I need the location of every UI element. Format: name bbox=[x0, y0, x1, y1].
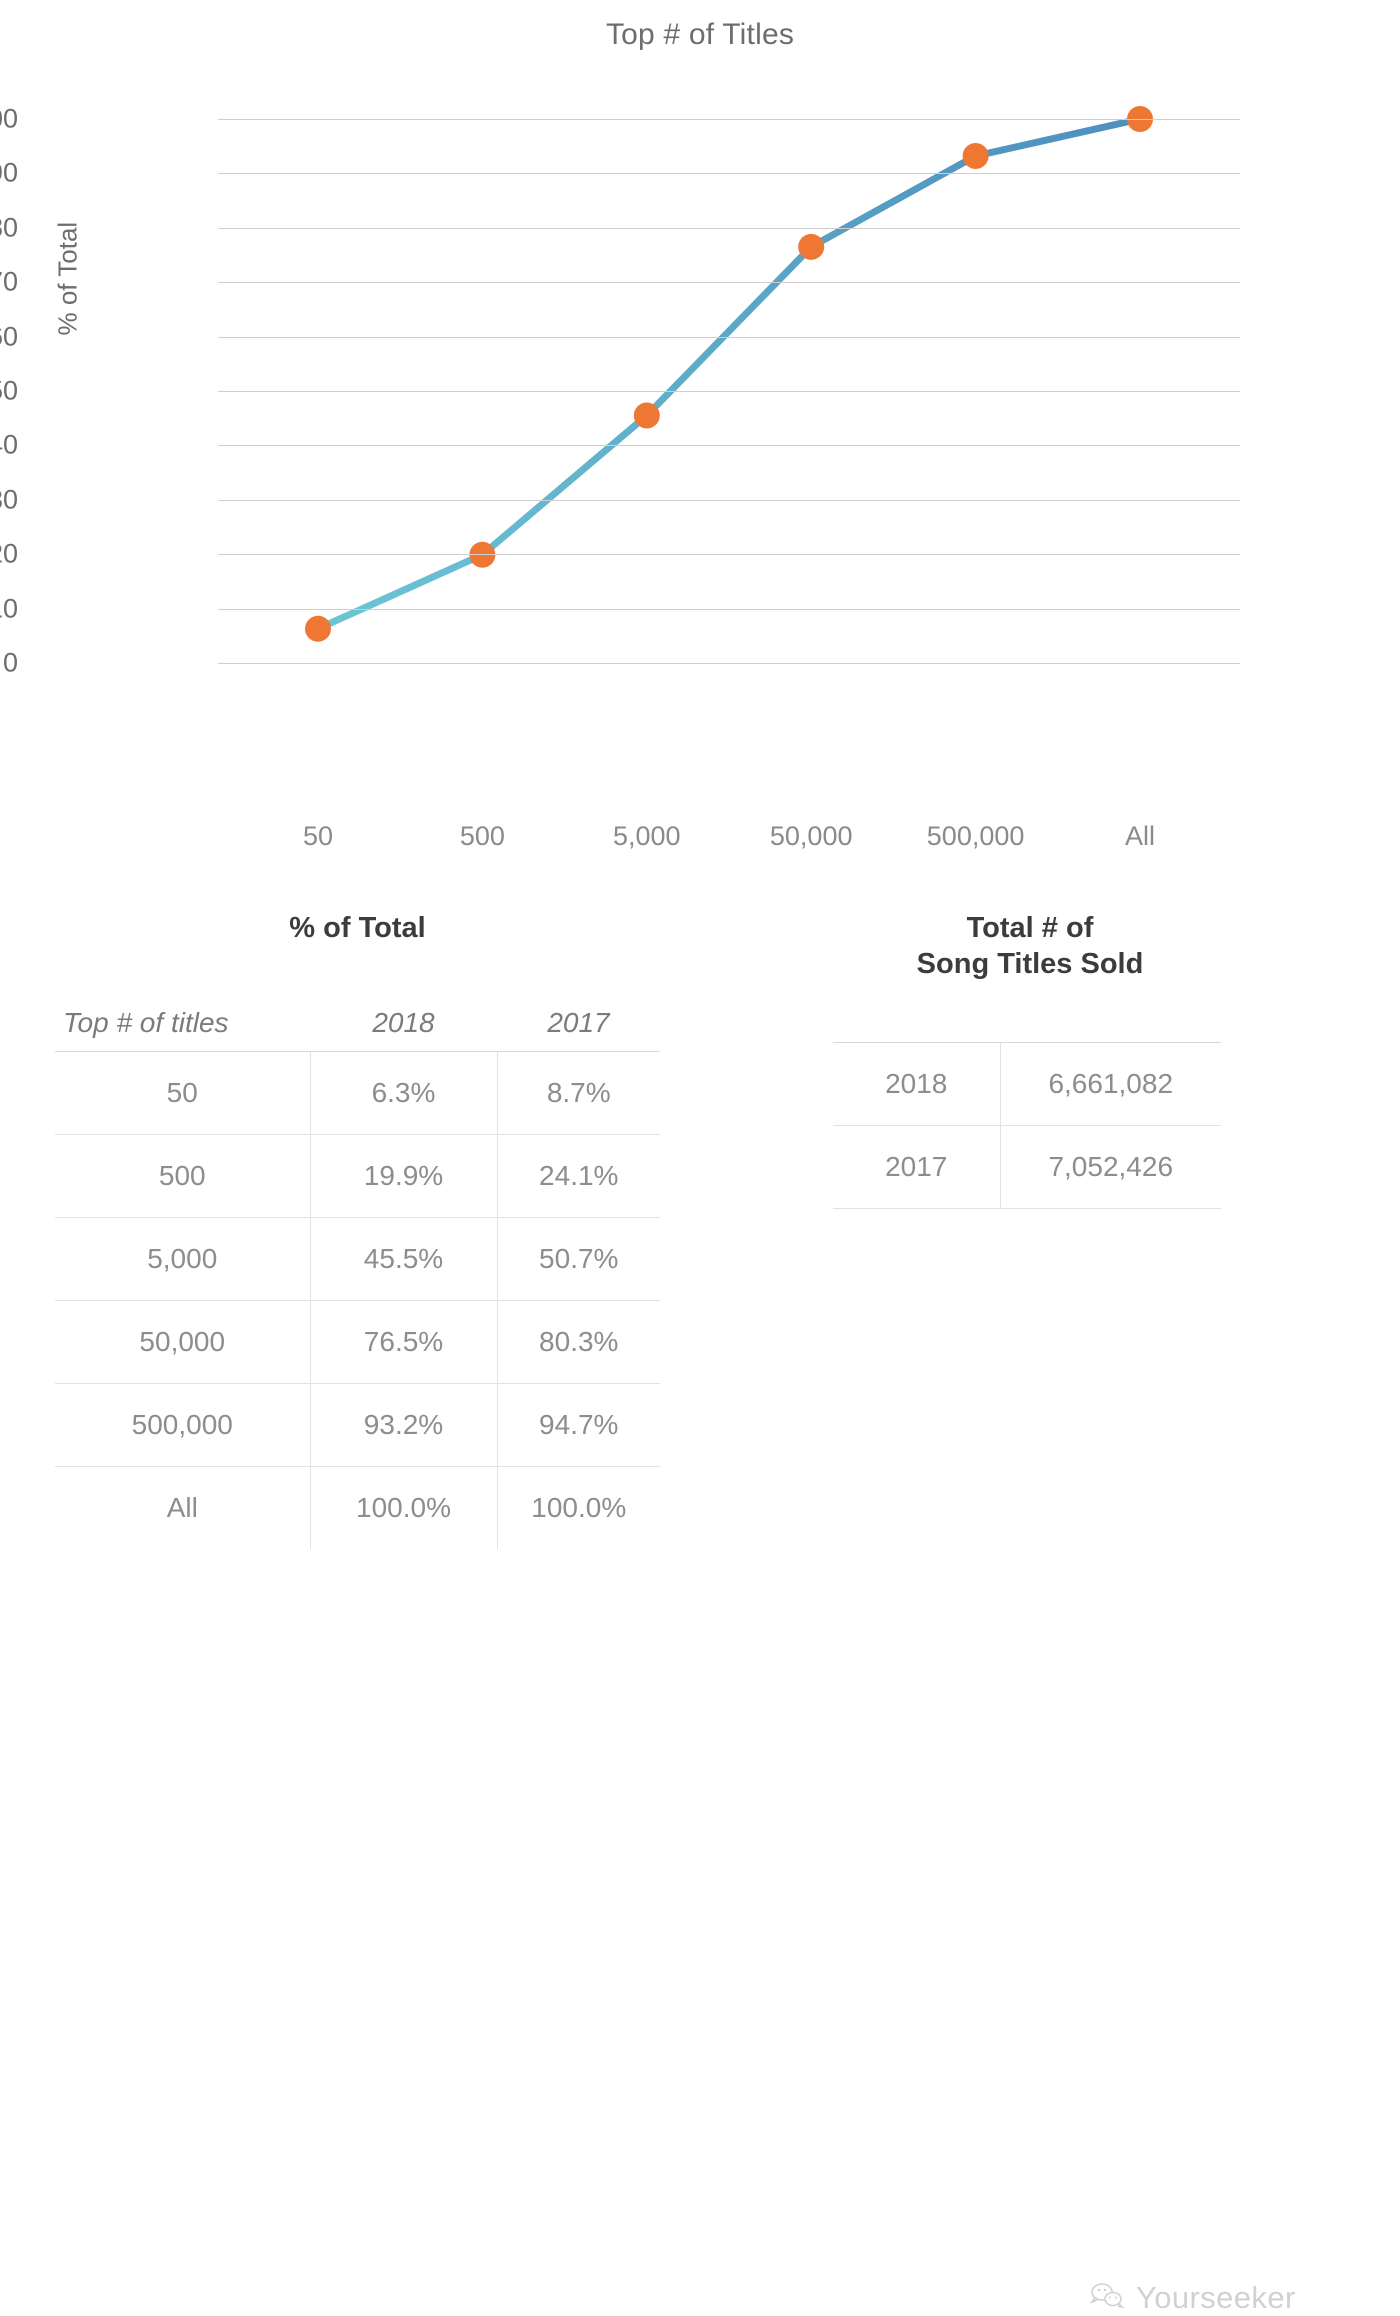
cell-2017: 24.1% bbox=[497, 1134, 660, 1218]
table-row: 2018 6,661,082 bbox=[833, 1042, 1221, 1126]
y-tick-label: 0 bbox=[2, 647, 18, 678]
gridline bbox=[218, 336, 1240, 338]
chart-panel: Top # of Titles % of Total 0 10 20 30 40 50 60… bbox=[0, 0, 1400, 851]
row-label: 500 bbox=[55, 1134, 311, 1218]
row-year: 2018 bbox=[833, 1042, 1001, 1126]
table-row: 2017 7,052,426 bbox=[833, 1125, 1221, 1209]
pct-table-heading: % of Total bbox=[289, 912, 426, 944]
gridline bbox=[218, 499, 1240, 501]
column-header-titles: Top # of titles bbox=[55, 995, 310, 1052]
watermark: Yourseeker bbox=[1089, 2280, 1296, 2316]
gridline bbox=[218, 554, 1240, 556]
row-label: 500,000 bbox=[55, 1383, 311, 1467]
cell-2018: 93.2% bbox=[310, 1383, 498, 1467]
table-row: 500 19.9% 24.1% bbox=[55, 1134, 660, 1218]
totals-heading-line-1: Total # of bbox=[966, 912, 1094, 944]
gridline bbox=[218, 608, 1240, 610]
pct-of-total-table: Top # of titles 2018 2017 50 6.3% 8.7% 500 1… bbox=[55, 995, 660, 1549]
table-row: 500,000 93.2% 94.7% bbox=[55, 1383, 660, 1467]
x-tick-label: All bbox=[1124, 821, 1155, 851]
y-tick-label: 20 bbox=[0, 538, 18, 569]
gridline bbox=[218, 119, 1240, 120]
table-row: 5,000 45.5% 50.7% bbox=[55, 1217, 660, 1301]
watermark-text: Yourseeker bbox=[1136, 2280, 1296, 2315]
gridline bbox=[218, 391, 1240, 392]
row-year: 2017 bbox=[833, 1125, 1001, 1209]
data-point-marker bbox=[633, 402, 660, 429]
series-line bbox=[314, 115, 1144, 633]
tables-panel: % of Total Top # of titles 2018 2017 50 6… bbox=[0, 790, 1400, 2315]
row-label: 50,000 bbox=[55, 1300, 311, 1384]
gridline bbox=[218, 173, 1240, 175]
y-tick-label: 60 bbox=[0, 321, 18, 352]
x-tick-label: 50,000 bbox=[769, 821, 853, 851]
y-tick-label: 70 bbox=[0, 266, 18, 297]
table-row: 50 6.3% 8.7% bbox=[55, 1051, 660, 1135]
cell-2018: 19.9% bbox=[310, 1134, 498, 1218]
y-tick-label: 80 bbox=[0, 212, 18, 243]
gridline bbox=[218, 282, 1240, 284]
y-tick-label: 90 bbox=[0, 157, 18, 188]
totals-heading-line-2: Song Titles Sold bbox=[916, 948, 1144, 981]
y-tick-label: 30 bbox=[0, 484, 18, 515]
gridline bbox=[218, 227, 1240, 229]
cell-2017: 80.3% bbox=[497, 1300, 660, 1384]
x-tick-label: 500,000 bbox=[926, 821, 1025, 851]
wechat-icon bbox=[1089, 2281, 1125, 2316]
total-titles-sold-table: 2018 6,661,082 2017 7,052,426 bbox=[833, 1042, 1221, 1209]
x-tick-label: 5,000 bbox=[613, 821, 681, 851]
row-label: 50 bbox=[55, 1051, 311, 1135]
row-label: All bbox=[55, 1466, 311, 1549]
y-axis-title: % of Total bbox=[52, 221, 83, 336]
data-point-marker bbox=[305, 615, 331, 642]
plot-area: 0 10 20 30 40 50 60 70 80 90 100 50 500 5,000 50,000 50… bbox=[0, 105, 1240, 851]
cell-2017: 8.7% bbox=[497, 1051, 660, 1135]
y-tick-label: 50 bbox=[0, 375, 18, 406]
x-tick-label: 50 bbox=[302, 821, 334, 851]
cell-2017: 100.0% bbox=[531, 1492, 627, 1523]
y-tick-label: 100 bbox=[0, 103, 18, 134]
data-point-marker bbox=[962, 142, 989, 169]
table-row: 50,000 76.5% 80.3% bbox=[55, 1300, 660, 1384]
gridline bbox=[218, 445, 1240, 447]
cell-2018: 100.0% bbox=[310, 1466, 498, 1549]
x-tick-label: 500 bbox=[459, 821, 505, 851]
column-header-2017: 2017 bbox=[497, 995, 660, 1052]
totals-table-heading: Total # of Song Titles Sold bbox=[830, 910, 1230, 983]
series-markers bbox=[305, 106, 1153, 642]
table-header-row: Top # of titles 2018 2017 bbox=[55, 995, 660, 1052]
chart-title: Top # of Titles bbox=[605, 18, 795, 51]
line-series-svg bbox=[305, 106, 1153, 642]
cell-2018: 6.3% bbox=[310, 1051, 498, 1135]
cell-total: 7,052,426 bbox=[1000, 1125, 1221, 1209]
row-label: 5,000 bbox=[55, 1217, 311, 1301]
cell-2017: 94.7% bbox=[497, 1383, 660, 1467]
cell-2018: 76.5% bbox=[310, 1300, 498, 1384]
cell-2018: 45.5% bbox=[310, 1217, 498, 1301]
cell-total: 6,661,082 bbox=[1000, 1042, 1221, 1126]
cell-2017: 50.7% bbox=[497, 1217, 660, 1301]
table-row: All 100.0% 100.0% bbox=[55, 1466, 660, 1549]
column-header-2018: 2018 bbox=[310, 995, 497, 1052]
y-tick-label: 40 bbox=[0, 429, 18, 460]
data-point-marker bbox=[798, 233, 825, 260]
y-tick-label: 10 bbox=[0, 593, 18, 624]
gridline bbox=[218, 663, 1240, 664]
